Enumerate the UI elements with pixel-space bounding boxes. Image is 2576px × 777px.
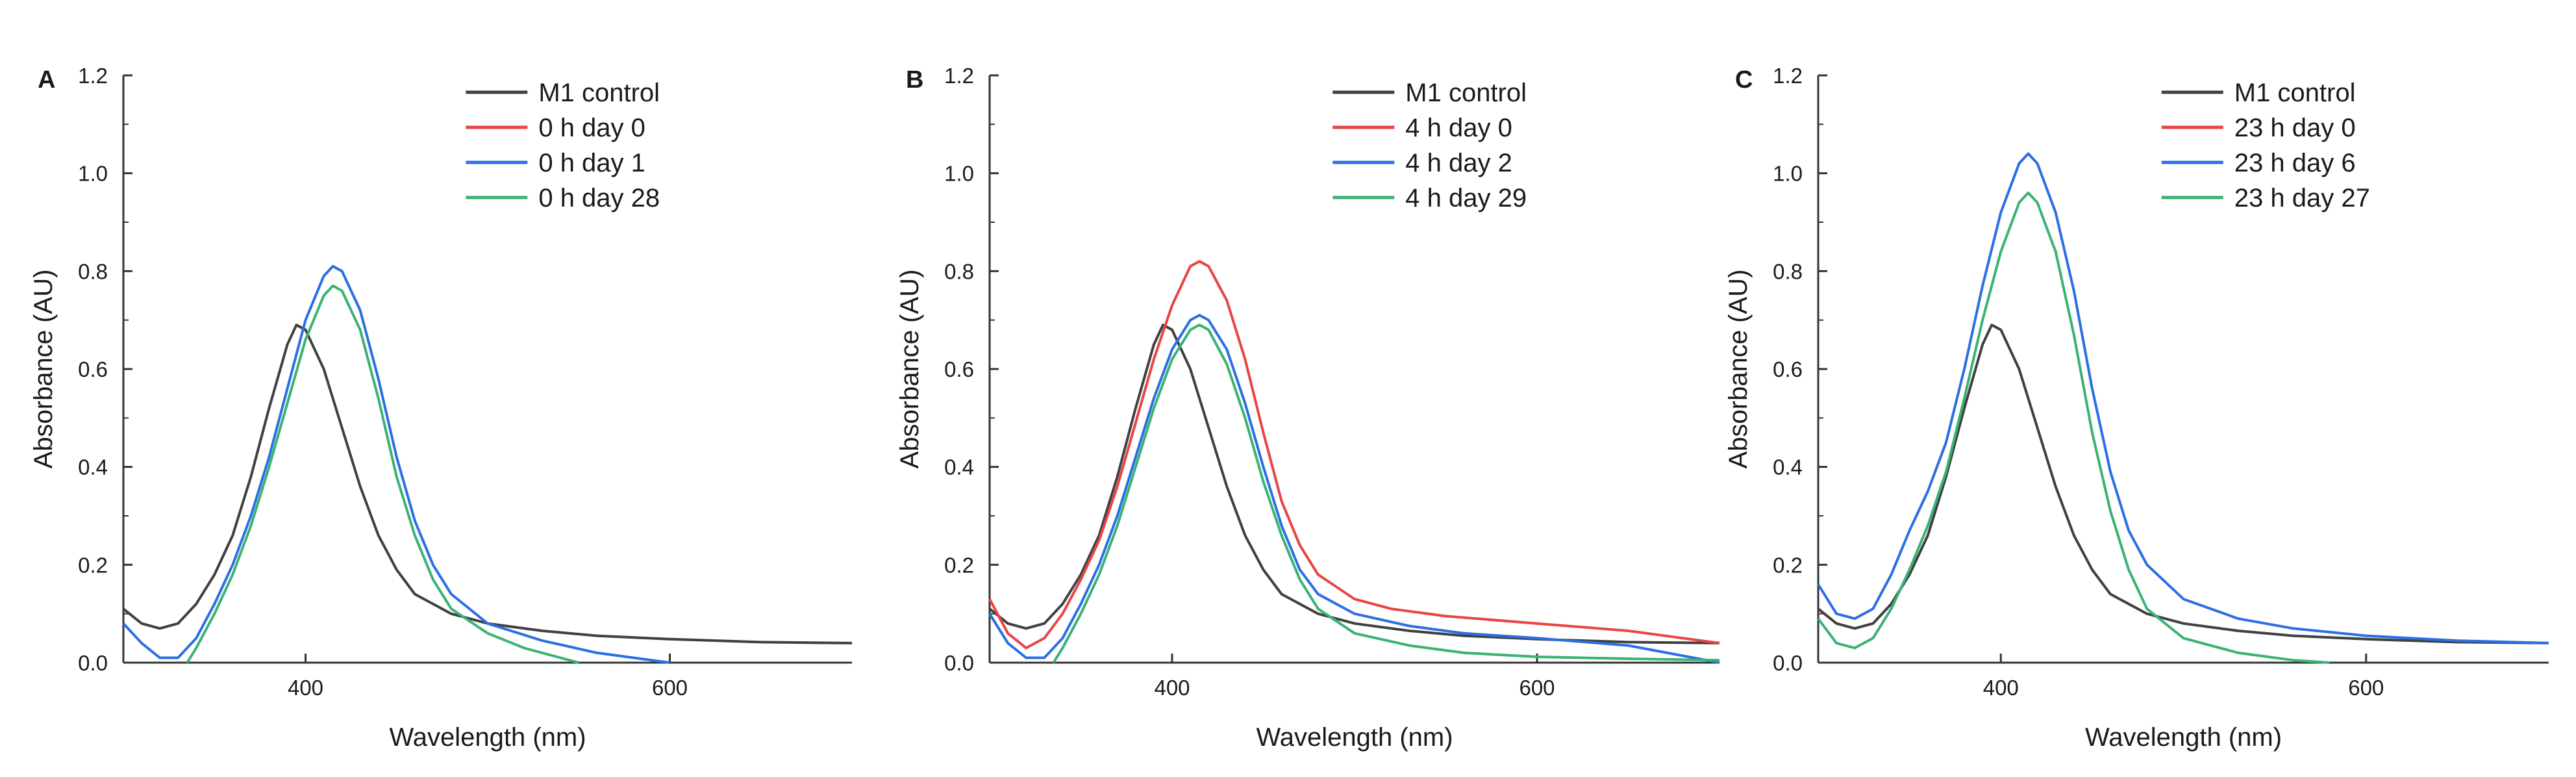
y-tick-label: 0.4 — [944, 455, 974, 479]
legend-label: M1 control — [538, 79, 660, 107]
y-tick-label: 0.8 — [944, 259, 974, 283]
legend-label: 4 h day 29 — [1405, 184, 1527, 212]
y-tick-label: 0.0 — [1773, 651, 1803, 675]
panel-label: A — [38, 66, 55, 94]
y-tick-label: 1.2 — [78, 64, 108, 88]
y-tick-label: 0.8 — [78, 259, 108, 283]
y-tick-label: 1.0 — [1773, 162, 1803, 186]
y-tick-label: 0.8 — [1773, 259, 1803, 283]
y-tick-label: 0.2 — [1773, 553, 1803, 577]
legend-label: 23 h day 0 — [2234, 114, 2356, 142]
legend-label: M1 control — [2234, 79, 2356, 107]
legend-label: 23 h day 27 — [2234, 184, 2370, 212]
chart-panel-c: C 0.0 0.2 0.4 0.6 0.8 1.0 1.2 400 600 Wavelength (… — [1724, 64, 2549, 752]
series-line-m1-control — [1817, 324, 2549, 644]
y-axis-title: Absorbance (AU) — [895, 270, 924, 469]
legend-label: 0 h day 28 — [538, 184, 660, 212]
panel-label: B — [906, 66, 923, 94]
y-tick-label: 0.6 — [1773, 357, 1803, 381]
x-axis-title: Wavelength (nm) — [1256, 723, 1453, 752]
y-tick-label: 0.0 — [944, 651, 974, 675]
y-tick-label: 1.2 — [944, 64, 974, 88]
legend-label: 0 h day 1 — [538, 149, 645, 177]
x-tick-label: 400 — [288, 676, 323, 700]
series-line-4-h-day-0 — [988, 260, 1720, 650]
series-line-0-h-day-1 — [122, 264, 670, 664]
y-tick-label: 0.2 — [78, 553, 108, 577]
y-tick-label: 0.4 — [78, 455, 108, 479]
y-axis-title: Absorbance (AU) — [29, 270, 58, 469]
series-line-4-h-day-2 — [988, 314, 1720, 664]
x-axis-title: Wavelength (nm) — [389, 723, 586, 752]
y-tick-label: 1.0 — [944, 162, 974, 186]
series-line-23-h-day-6 — [1817, 152, 2549, 644]
legend-label: 4 h day 2 — [1405, 149, 1512, 177]
chart-panel-a: A 0.0 0.2 0.4 0.6 0.8 1.0 1.2 400 600 Wavelength (… — [29, 64, 853, 752]
y-axis-title: Absorbance (AU) — [1724, 270, 1753, 469]
legend-label: 4 h day 0 — [1405, 114, 1512, 142]
legend-label: 0 h day 0 — [538, 114, 645, 142]
series-line-4-h-day-29 — [1052, 324, 1720, 664]
x-tick-label: 600 — [652, 676, 688, 700]
series-line-0-h-day-28 — [186, 284, 579, 664]
legend-label: M1 control — [1405, 79, 1527, 107]
panel-label: C — [1735, 66, 1753, 94]
x-tick-label: 600 — [1519, 676, 1555, 700]
chart-panel-b: B 0.0 0.2 0.4 0.6 0.8 1.0 1.2 400 600 Wavelength (… — [895, 64, 1720, 752]
y-tick-label: 0.6 — [944, 357, 974, 381]
y-tick-label: 1.2 — [1773, 64, 1803, 88]
y-tick-label: 0.6 — [78, 357, 108, 381]
y-tick-label: 0.4 — [1773, 455, 1803, 479]
y-tick-label: 1.0 — [78, 162, 108, 186]
x-tick-label: 400 — [1154, 676, 1190, 700]
y-tick-label: 0.0 — [78, 651, 108, 675]
series-line-m1-control — [122, 324, 853, 644]
series-line-23-h-day-27 — [1817, 191, 2330, 664]
y-tick-label: 0.2 — [944, 553, 974, 577]
x-tick-label: 600 — [2348, 676, 2384, 700]
legend-label: 23 h day 6 — [2234, 149, 2356, 177]
series-line-m1-control — [988, 324, 1720, 644]
x-axis-title: Wavelength (nm) — [2085, 723, 2282, 752]
x-tick-label: 400 — [1983, 676, 2019, 700]
